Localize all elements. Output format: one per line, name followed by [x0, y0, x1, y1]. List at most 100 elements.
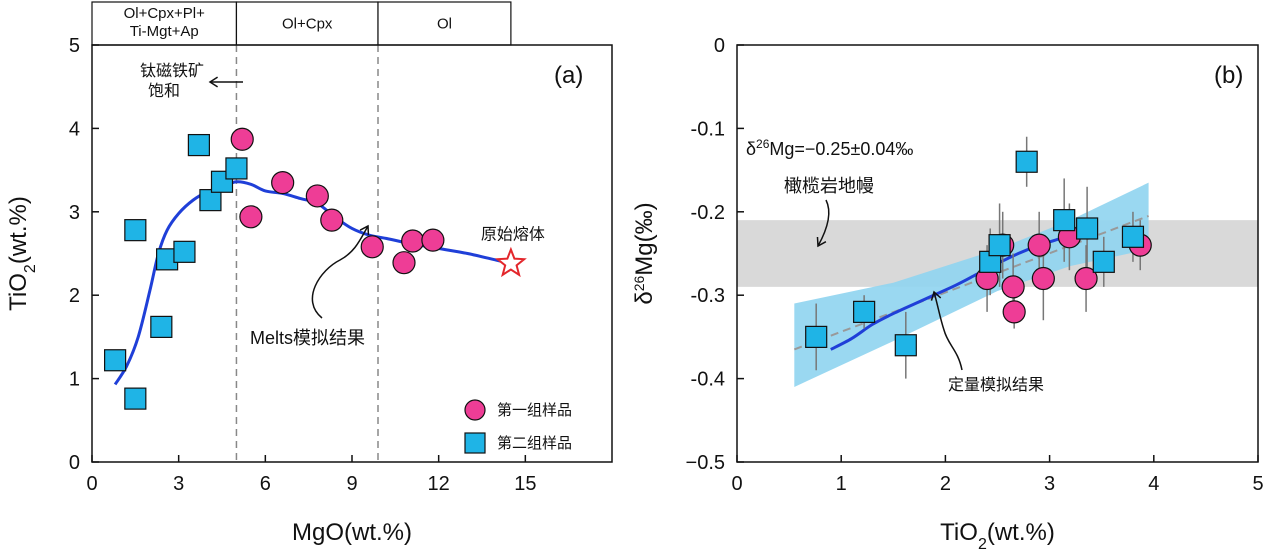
group2-point	[104, 349, 127, 372]
group2-point	[988, 234, 1011, 257]
x-tick-label: 0	[731, 473, 742, 495]
y-tick-label: 5	[69, 35, 80, 57]
phase-boxes: Ol+Cpx+Pl+Ti-Mgt+Ap Ol+Cpx Ol	[91, 1, 512, 46]
group1-point	[401, 229, 425, 253]
y-tick-label: 0	[714, 35, 725, 57]
panel-b-points	[805, 150, 1152, 357]
phase-box-2	[377, 1, 512, 46]
primary-melt-label: 原始熔体	[481, 226, 545, 244]
x-tick-label: 5	[1252, 473, 1263, 495]
y-tick-label: 4	[69, 118, 80, 140]
panel-b-y-title-tail: Mg(‰)	[631, 202, 658, 275]
panel-a-y-title-main: TiO	[5, 273, 32, 311]
y-tick-label: 2	[69, 285, 80, 307]
group1-point	[1074, 266, 1098, 291]
group2-point	[1015, 150, 1038, 173]
panel-b-ticks: 0 1 2 3 4 5 0 -0.1 -0.2 -0.3 -0.4 −0.5	[686, 35, 1264, 495]
panel-b-y-axis-title: δ26Mg(‰)	[631, 202, 658, 304]
group1-point	[271, 171, 295, 195]
phase-label-0-0: Ol+Cpx+Pl+	[124, 5, 206, 22]
model-label: 定量模拟结果	[948, 376, 1044, 394]
phase-box-0	[91, 1, 238, 46]
melts-arrow-head	[359, 224, 370, 236]
legend-circle-marker	[464, 399, 486, 421]
phase-label-1-0: Ol+Cpx	[282, 16, 333, 33]
y-tick-label: 3	[69, 202, 80, 224]
group2-point	[853, 300, 876, 323]
melts-arrow	[311, 224, 370, 319]
group2-point	[199, 189, 222, 212]
y-tick-label: -0.2	[691, 202, 725, 224]
panel-a-y-title-tail: (wt.%)	[5, 196, 32, 264]
y-tick-label: -0.4	[691, 369, 725, 391]
group1-point	[421, 228, 445, 252]
legend-label-group2: 第二组样品	[497, 434, 572, 452]
model-arrow-head	[930, 290, 942, 301]
phase-label-2-0: Ol	[437, 16, 452, 33]
melts-label: Melts模拟结果	[250, 328, 365, 348]
panel-b: 0 1 2 3 4 50-0.1-0.2-0.3-0.4−0.5 TiO2(wt.%) δ…	[631, 35, 1264, 553]
panel-a-tag: (a)	[554, 62, 583, 89]
group2-point	[124, 219, 147, 242]
group2-point	[1076, 217, 1099, 240]
group1-point	[1027, 233, 1051, 257]
group2-point	[1053, 209, 1076, 232]
group1-point	[360, 235, 384, 259]
mantle-arrow-head	[816, 236, 827, 248]
group2-point	[150, 315, 173, 338]
legend-label-group1: 第一组样品	[497, 401, 572, 419]
saturation-label-line1: 钛磁铁矿	[140, 62, 204, 80]
panel-a-points	[104, 127, 445, 410]
group2-point	[173, 240, 196, 263]
model-arrow	[930, 290, 963, 371]
phase-label-0-1: Ti-Mgt+Ap	[130, 23, 199, 40]
x-tick-label: 4	[1148, 473, 1159, 495]
x-tick-label: 3	[173, 473, 184, 495]
mantle-value-sup: 26	[756, 137, 770, 151]
mantle-label: 橄榄岩地幔	[784, 176, 874, 196]
panel-b-tag: (b)	[1214, 62, 1243, 89]
group2-point	[805, 325, 828, 348]
x-tick-label: 6	[260, 473, 271, 495]
saturation-arrow-head	[208, 76, 219, 88]
group1-point	[320, 208, 344, 232]
panel-a: Ol+Cpx+Pl+Ti-Mgt+Ap Ol+Cpx Ol 0 3 6 9 12 150123…	[5, 1, 613, 546]
model-arrow-shaft	[933, 291, 963, 371]
panel-b-y-title-main: δ	[631, 291, 658, 304]
panel-a-y-title-sub: 2	[22, 264, 39, 273]
saturation-label-line2: 饱和	[148, 82, 180, 100]
group2-point	[187, 133, 210, 157]
group2-point	[124, 387, 147, 410]
y-tick-label: −0.5	[686, 452, 725, 474]
group1-point	[239, 205, 263, 229]
y-tick-label: -0.1	[691, 118, 725, 140]
x-tick-label: 2	[940, 473, 951, 495]
panel-b-y-title-sup: 26	[631, 275, 647, 291]
x-tick-label: 3	[1044, 473, 1055, 495]
phase-box-1	[235, 1, 379, 46]
panel-b-x-axis-title: TiO2(wt.%)	[940, 519, 1055, 553]
mantle-value-text: Mg=−0.25±0.04‰	[769, 139, 913, 159]
x-tick-label: 15	[514, 473, 536, 495]
panel-b-frame	[736, 44, 1259, 463]
panel-a-x-axis-title: MgO(wt.%)	[292, 519, 412, 546]
mantle-value-label: δ26Mg=−0.25±0.04‰	[746, 137, 913, 159]
x-tick-label: 1	[836, 473, 847, 495]
y-tick-label: 0	[69, 452, 80, 474]
group2-point	[1121, 225, 1145, 248]
group2-point	[894, 334, 917, 357]
legend-square-marker	[464, 432, 486, 454]
panel-b-x-title-sub: 2	[978, 536, 987, 553]
mantle-arrow-shaft	[817, 199, 830, 247]
group1-point	[1002, 300, 1026, 324]
mantle-value-prefix: δ	[746, 139, 756, 159]
group1-point	[1031, 266, 1055, 291]
panel-b-x-title-tail: (wt.%)	[987, 519, 1055, 546]
saturation-arrow	[208, 76, 243, 88]
melts-arrow-shaft	[311, 225, 369, 319]
x-tick-label: 0	[86, 473, 97, 495]
group1-point	[392, 251, 416, 275]
